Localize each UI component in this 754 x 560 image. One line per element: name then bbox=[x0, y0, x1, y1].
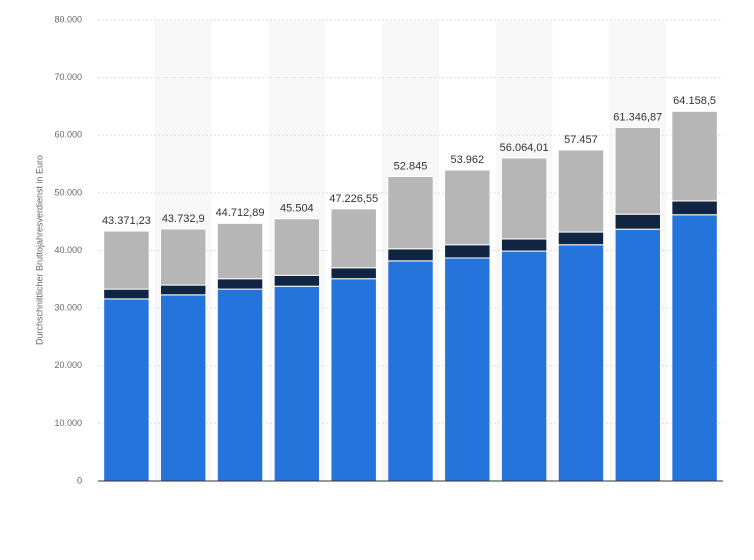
total-label: 43.732,9 bbox=[162, 213, 205, 225]
bar-segment bbox=[273, 274, 321, 287]
y-tick-label: 0 bbox=[77, 475, 82, 485]
total-label: 64.158,5 bbox=[673, 95, 716, 107]
bar-segment bbox=[444, 257, 491, 482]
bar-segment bbox=[557, 149, 605, 233]
bar-segment bbox=[614, 213, 662, 230]
total-label: 61.346,87 bbox=[613, 111, 662, 123]
y-axis-label: Durchschnittlicher Bruttojahresverdienst… bbox=[34, 155, 44, 345]
bar-segment bbox=[103, 230, 150, 290]
total-label: 47.226,55 bbox=[329, 193, 378, 205]
bar-segment bbox=[671, 110, 718, 202]
bar-segment bbox=[330, 278, 377, 482]
bar-segment bbox=[557, 244, 605, 482]
bar-segment bbox=[671, 200, 718, 216]
total-label: 45.504 bbox=[280, 203, 314, 215]
bar-segment bbox=[500, 250, 548, 482]
bar-segment bbox=[330, 208, 377, 269]
bar-segment bbox=[103, 298, 150, 482]
bar-segment bbox=[273, 285, 321, 482]
bar-segment bbox=[444, 244, 491, 259]
bar-segment bbox=[387, 248, 434, 262]
y-tick-label: 50.000 bbox=[54, 187, 82, 197]
bar-segment bbox=[614, 228, 662, 482]
bar-segment bbox=[160, 228, 207, 286]
bar-segment bbox=[160, 284, 207, 296]
y-tick-label: 40.000 bbox=[54, 245, 82, 255]
bar-segment bbox=[671, 214, 718, 482]
total-label: 57.457 bbox=[564, 134, 598, 146]
bar-segment bbox=[387, 175, 434, 250]
bar-segment bbox=[273, 218, 321, 276]
bar-segment bbox=[216, 288, 264, 482]
bar-segment bbox=[160, 294, 207, 482]
bar-segment bbox=[444, 169, 491, 246]
bar-segment bbox=[330, 267, 377, 280]
bar-segment bbox=[500, 238, 548, 252]
total-label: 56.064,01 bbox=[500, 142, 549, 154]
bar-segment bbox=[103, 288, 150, 300]
total-label: 44.712,89 bbox=[216, 207, 265, 219]
bar-segment bbox=[216, 222, 264, 280]
bar-segment bbox=[216, 278, 264, 290]
y-tick-label: 60.000 bbox=[54, 130, 82, 140]
total-label: 53.962 bbox=[450, 154, 484, 166]
y-tick-label: 80.000 bbox=[54, 14, 82, 24]
bar-segment bbox=[614, 126, 662, 215]
total-label: 52.845 bbox=[394, 160, 428, 172]
y-tick-label: 10.000 bbox=[54, 418, 82, 428]
bar-segment bbox=[500, 157, 548, 240]
bar-segment bbox=[387, 260, 434, 482]
bar-segment bbox=[557, 231, 605, 246]
y-tick-label: 70.000 bbox=[54, 72, 82, 82]
total-label: 43.371,23 bbox=[102, 215, 151, 227]
y-tick-label: 30.000 bbox=[54, 303, 82, 313]
y-tick-label: 20.000 bbox=[54, 360, 82, 370]
